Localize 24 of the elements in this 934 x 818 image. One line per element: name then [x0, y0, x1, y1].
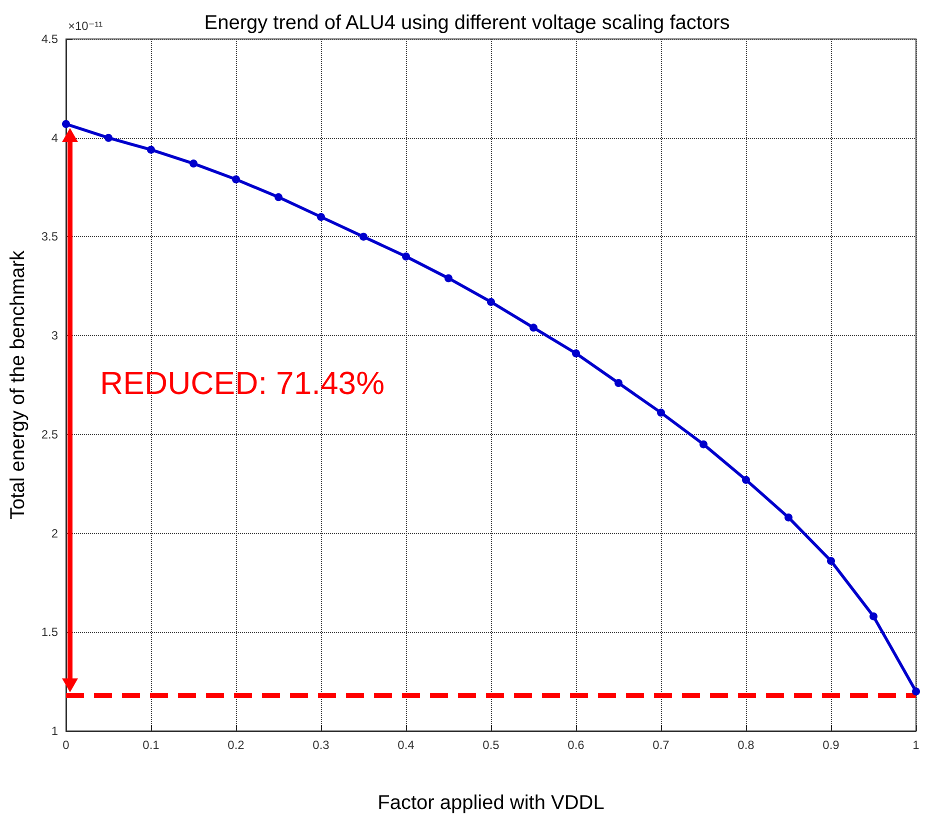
- y-tick-label: 4: [51, 130, 58, 145]
- y-axis-title: Total energy of the benchmark: [7, 249, 29, 520]
- x-tick-label: 0.9: [822, 738, 840, 752]
- x-tick-label: 0.8: [738, 738, 755, 752]
- x-tick-label: 1: [912, 738, 920, 752]
- x-tick-label: 0.1: [142, 738, 160, 752]
- x-tick-label: 0.5: [482, 738, 500, 752]
- y-tick-label: 3: [51, 328, 58, 343]
- y-tick-label: 3.5: [41, 230, 58, 244]
- y-tick-label: 2: [51, 526, 58, 540]
- x-tick-label: 0: [62, 738, 70, 752]
- chart-title: Energy trend of ALU4 using different voltage scaling factors: [204, 12, 730, 34]
- x-axis-title: Factor applied with VDDL: [378, 792, 604, 814]
- text: ×10⁻¹¹: [68, 19, 103, 33]
- x-tick-label: 0.2: [228, 738, 245, 752]
- y-tick-label: 1.5: [41, 625, 58, 640]
- x-tick-label: 0.6: [568, 738, 585, 752]
- annotation: REDUCED: 71.43%: [100, 365, 385, 402]
- x-tick-label: 0.4: [398, 738, 415, 752]
- x-tick-label: 0.3: [312, 738, 330, 752]
- y-tick-label: 1: [51, 724, 58, 738]
- y-tick-label: 2.5: [41, 427, 58, 442]
- y-tick-label: 4.5: [41, 32, 58, 46]
- x-tick-label: 0.7: [652, 738, 670, 752]
